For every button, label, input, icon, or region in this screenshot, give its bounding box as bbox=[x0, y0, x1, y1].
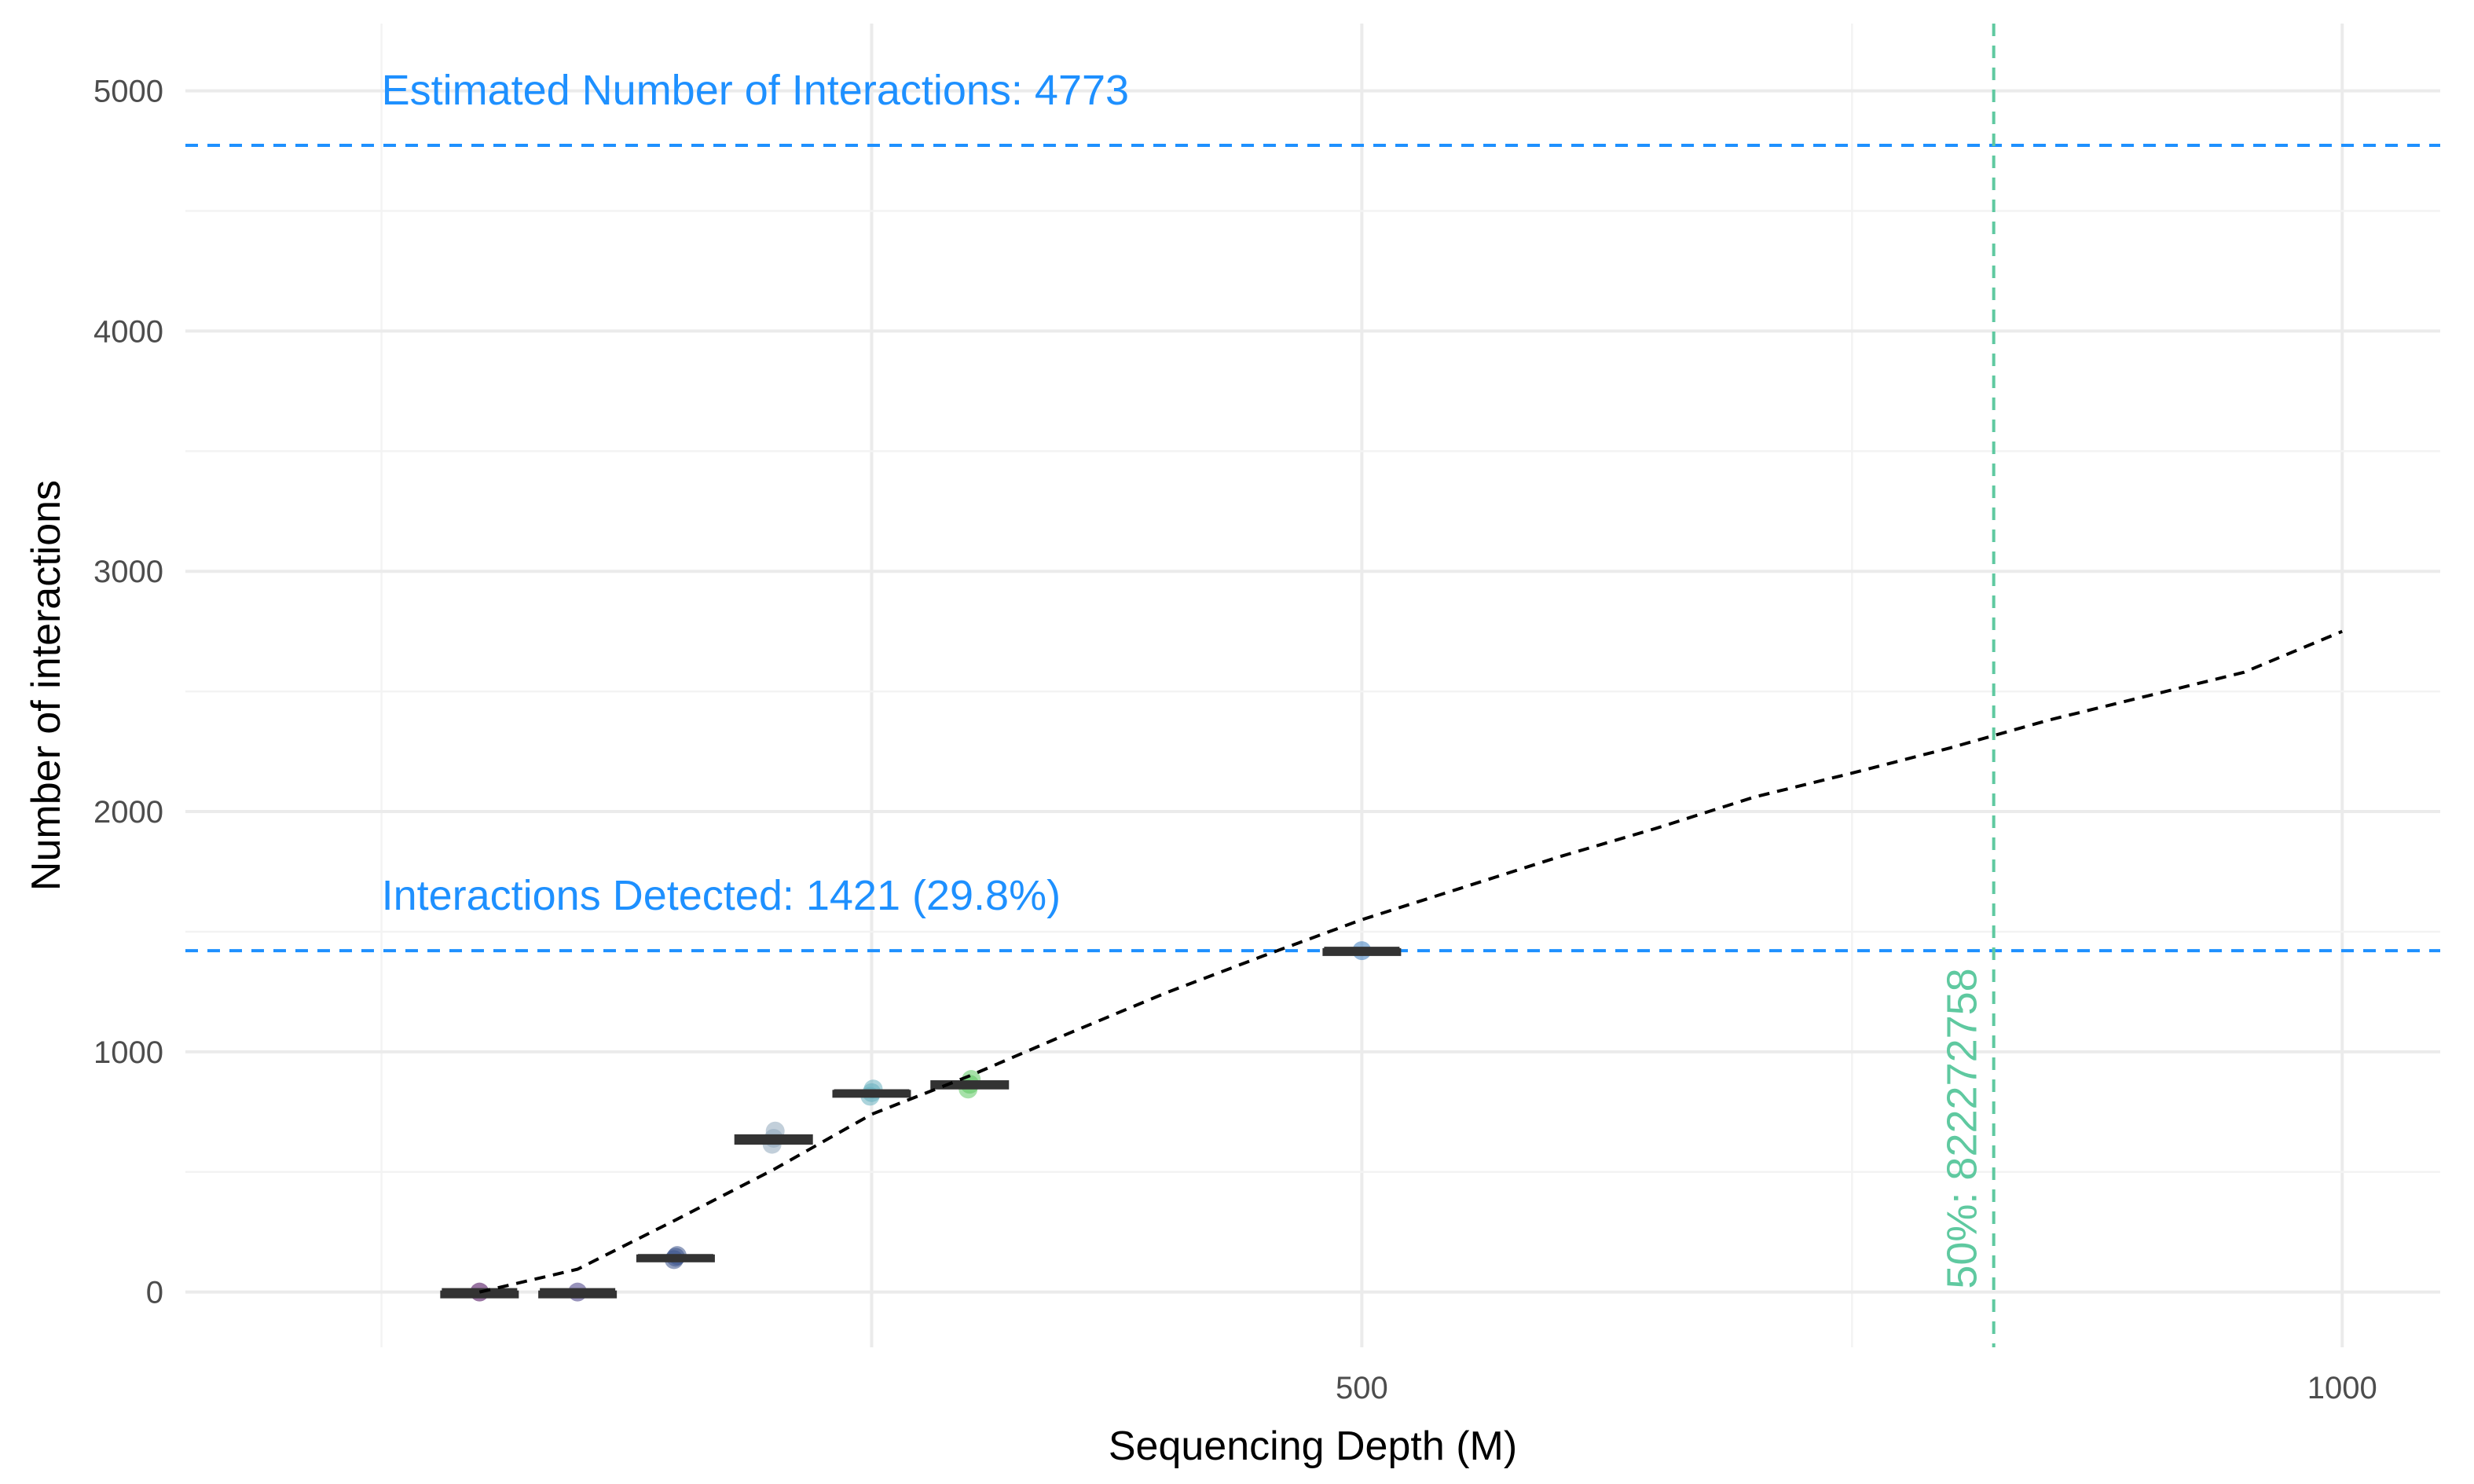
reference-lines bbox=[185, 24, 2440, 1347]
annotations: Estimated Number of Interactions: 4773 In… bbox=[382, 67, 1986, 1289]
y-tick-label: 0 bbox=[146, 1276, 163, 1310]
grid bbox=[185, 24, 2440, 1347]
y-tick-label: 1000 bbox=[93, 1035, 163, 1070]
x-axis-title: Sequencing Depth (M) bbox=[1109, 1424, 1517, 1469]
boxplot bbox=[734, 1121, 813, 1154]
boxplot bbox=[636, 1246, 715, 1270]
boxplot bbox=[930, 1070, 1010, 1099]
y-tick-label: 2000 bbox=[93, 795, 163, 830]
annotation: Estimated Number of Interactions: 4773 bbox=[382, 67, 1130, 114]
y-tick-label: 3000 bbox=[93, 555, 163, 589]
y-axis-title: Number of interactions bbox=[24, 480, 69, 891]
boxplot bbox=[832, 1079, 911, 1106]
y-tick-label: 5000 bbox=[93, 75, 163, 109]
y-tick-label: 4000 bbox=[93, 314, 163, 349]
x-tick-label: 500 bbox=[1336, 1371, 1388, 1405]
rotated-annotation: 50%: 822272758 bbox=[1939, 968, 1986, 1288]
fitted-curve bbox=[478, 629, 2343, 1294]
fitted-curve-layer bbox=[478, 629, 2343, 1294]
boxplots bbox=[440, 941, 1402, 1302]
annotation: Interactions Detected: 1421 (29.8%) bbox=[382, 872, 1061, 919]
x-tick-label: 1000 bbox=[2307, 1371, 2377, 1405]
boxplot bbox=[538, 1282, 618, 1302]
tick-labels: 0 1000 2000 3000 4000 5000 500 1000 bbox=[93, 75, 2377, 1405]
boxplot bbox=[1322, 941, 1402, 961]
